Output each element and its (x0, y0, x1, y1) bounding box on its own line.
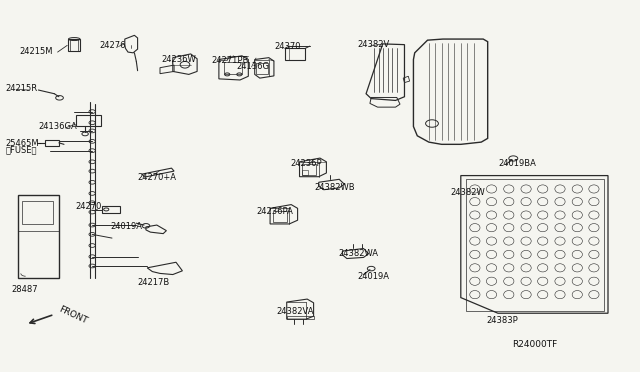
Text: 24382V: 24382V (357, 40, 389, 49)
Text: 24136GA: 24136GA (38, 122, 77, 131)
Bar (273, 211, 287, 222)
Text: 24236W: 24236W (161, 55, 196, 64)
Text: 28487: 28487 (12, 285, 38, 294)
Text: 24019A: 24019A (110, 222, 142, 231)
Text: 25465M-: 25465M- (5, 139, 42, 148)
Text: 24019A: 24019A (357, 272, 389, 281)
Text: 24236PA: 24236PA (256, 207, 293, 216)
Text: 24382WA: 24382WA (338, 249, 378, 258)
Text: 24217B: 24217B (138, 278, 170, 287)
Bar (76, 115, 101, 126)
Text: 24382W: 24382W (451, 188, 485, 197)
Bar (102, 206, 120, 213)
Text: 24370: 24370 (274, 42, 300, 51)
Text: 24019BA: 24019BA (498, 159, 536, 168)
Text: 24382WB: 24382WB (315, 183, 355, 192)
Bar (302, 164, 316, 175)
Text: 24136G: 24136G (237, 62, 270, 71)
Bar (285, 48, 305, 60)
Text: 24271PB: 24271PB (211, 56, 248, 65)
Text: 24215M: 24215M (19, 47, 52, 56)
Bar (256, 63, 268, 74)
Bar (22, 201, 53, 224)
Text: 24270+A: 24270+A (138, 173, 177, 182)
Bar (466, 179, 604, 311)
Text: 24270: 24270 (76, 202, 102, 211)
Bar (302, 170, 308, 175)
Text: 24236P: 24236P (291, 159, 322, 168)
Bar (45, 140, 59, 146)
Text: 24276: 24276 (99, 41, 125, 50)
Text: 24382VA: 24382VA (276, 307, 314, 316)
Bar (224, 62, 242, 74)
Text: R24000TF: R24000TF (512, 340, 557, 349)
Text: 24215R: 24215R (5, 84, 37, 93)
Text: FRONT: FRONT (58, 305, 89, 326)
Text: 24383P: 24383P (486, 316, 518, 325)
Text: 〈FUSE〉: 〈FUSE〉 (5, 145, 36, 154)
